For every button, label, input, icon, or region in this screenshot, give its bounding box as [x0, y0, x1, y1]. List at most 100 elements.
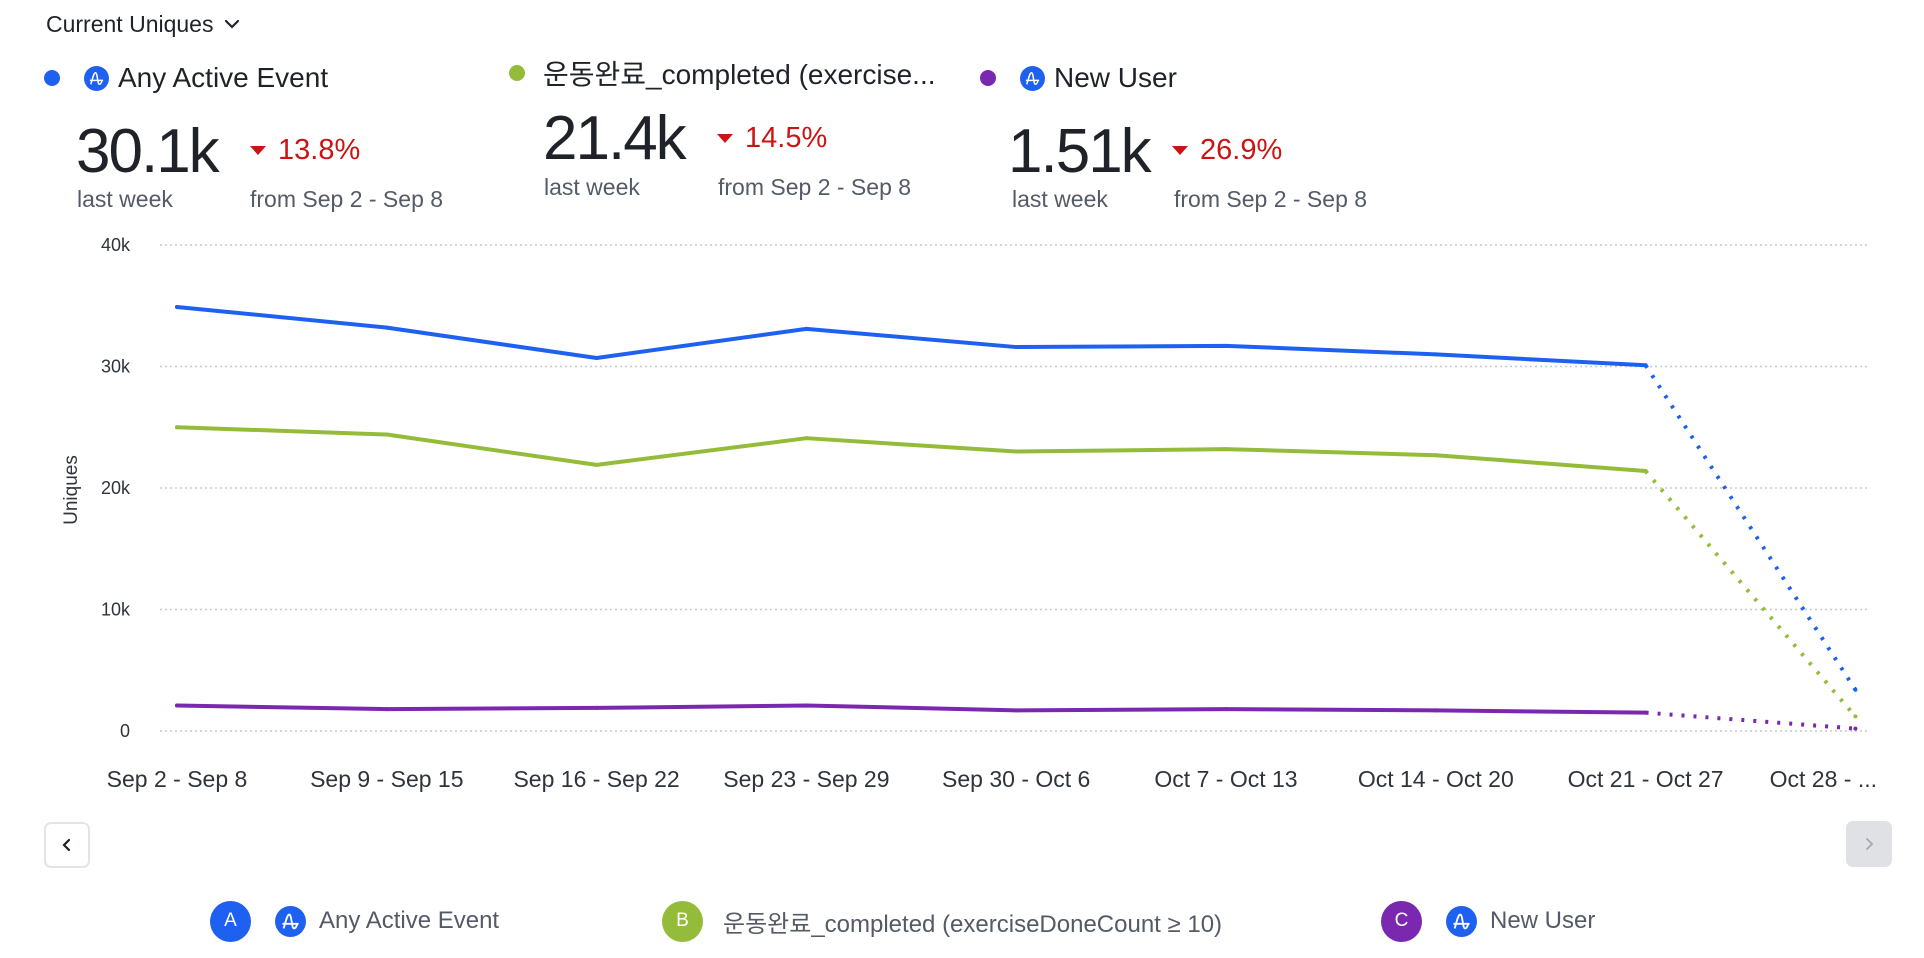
series-line-incomplete — [1644, 469, 1857, 718]
x-tick-label: Sep 30 - Oct 6 — [942, 766, 1090, 792]
y-tick-label: 20k — [101, 478, 131, 498]
previous-page-button[interactable] — [44, 822, 90, 868]
data-point — [1014, 708, 1019, 713]
series-value-label: last week — [77, 186, 173, 212]
series-lines — [175, 304, 1858, 731]
data-point — [594, 705, 599, 710]
caret-down-icon — [250, 146, 266, 155]
x-tick-label: Oct 21 - Oct 27 — [1568, 766, 1724, 792]
legend-badge: A — [210, 900, 251, 942]
data-point — [1853, 726, 1858, 731]
amplitude-icon — [1020, 65, 1045, 91]
y-tick-label: 0 — [120, 721, 130, 741]
data-point — [1014, 345, 1019, 350]
legend-badge: C — [1381, 900, 1422, 942]
data-point — [594, 462, 599, 467]
x-tick-label: Sep 23 - Sep 29 — [723, 766, 889, 792]
chevron-left-icon — [62, 838, 71, 852]
series-change-value: 13.8% — [278, 134, 361, 166]
series-header-exercise-completed[interactable]: 운동완료_completed (exercise... — [509, 57, 936, 90]
amplitude-icon — [275, 905, 306, 937]
next-page-button[interactable] — [1846, 821, 1892, 867]
legend-item-a[interactable]: A Any Active Event — [210, 900, 499, 942]
series-value-label: last week — [544, 174, 640, 200]
series-header-new-user[interactable]: New User — [980, 62, 1177, 94]
series-line-incomplete — [1643, 364, 1858, 691]
y-tick-label: 30k — [101, 357, 131, 377]
series-header-any-active-event[interactable]: Any Active Event — [44, 62, 328, 94]
legend-label: New User — [1490, 907, 1596, 934]
series-change-value: 14.5% — [745, 122, 828, 154]
x-tick-label: Oct 14 - Oct 20 — [1358, 766, 1514, 792]
series-value: 21.4k — [543, 104, 687, 173]
legend-label: 운동완료_completed (exerciseDoneCount ≥ 10) — [723, 910, 1223, 938]
series-comparison: from Sep 2 - Sep 8 — [250, 186, 444, 212]
data-point — [804, 326, 809, 331]
chevron-down-icon — [225, 19, 240, 29]
y-tick-label: 40k — [101, 235, 131, 255]
data-point — [384, 707, 389, 712]
data-point — [1224, 447, 1228, 452]
gridlines — [160, 244, 1870, 732]
x-tick-label: Sep 2 - Sep 8 — [107, 766, 248, 792]
data-point — [1643, 363, 1648, 368]
series-color-dot — [509, 65, 525, 81]
series-value-label: last week — [1012, 186, 1108, 212]
data-point — [1014, 449, 1019, 454]
data-point — [1224, 343, 1228, 348]
legend-badge: B — [662, 900, 703, 942]
data-point — [1643, 468, 1648, 473]
data-point — [384, 432, 389, 437]
series-name: New User — [1054, 62, 1177, 93]
y-axis-label: Uniques — [61, 455, 82, 525]
legend-item-c[interactable]: C New User — [1381, 900, 1595, 942]
caret-down-icon — [1172, 146, 1188, 155]
metric-dropdown[interactable]: Current Uniques — [46, 8, 241, 40]
series-name: Any Active Event — [118, 62, 329, 93]
series-line — [175, 703, 1648, 715]
data-point — [1853, 687, 1858, 692]
x-tick-label: Sep 9 - Sep 15 — [310, 766, 463, 792]
data-point — [1433, 352, 1438, 357]
series-color-dot — [980, 70, 996, 86]
series-comparison: from Sep 2 - Sep 8 — [1174, 186, 1368, 212]
x-tick-label: Oct 28 - ... — [1770, 766, 1877, 792]
data-point — [1643, 710, 1648, 715]
legend-item-b[interactable]: B 운동완료_completed (exerciseDoneCount ≥ 10… — [662, 900, 1222, 942]
series-color-dot — [44, 70, 60, 86]
data-point — [594, 355, 599, 360]
amplitude-icon — [1446, 905, 1477, 937]
legend-label: Any Active Event — [319, 907, 500, 934]
caret-down-icon — [717, 134, 733, 143]
data-point — [804, 703, 809, 708]
x-tick-label: Sep 16 - Sep 22 — [513, 766, 679, 792]
series-line — [175, 304, 1648, 368]
chevron-right-icon — [1866, 838, 1874, 850]
series-value: 1.51k — [1008, 117, 1152, 186]
series-change: 13.8% — [250, 136, 360, 165]
x-tick-label: Oct 7 - Oct 13 — [1154, 766, 1297, 792]
series-line — [175, 425, 1648, 473]
x-axis-ticks: Sep 2 - Sep 8 Sep 9 - Sep 15 Sep 16 - Sep … — [107, 766, 1877, 792]
series-change-value: 26.9% — [1200, 134, 1283, 166]
amplitude-icon — [84, 65, 109, 91]
series-change: 26.9% — [1172, 136, 1282, 165]
metric-dropdown-label: Current Uniques — [46, 10, 214, 37]
series-change: 14.5% — [717, 124, 827, 153]
data-point — [175, 304, 179, 309]
data-point — [1224, 707, 1228, 712]
series-value: 30.1k — [76, 117, 220, 186]
series-line-incomplete — [1645, 710, 1856, 731]
data-point — [175, 703, 179, 708]
data-point — [804, 436, 809, 441]
y-axis-ticks: 0 10k 20k 30k 40k — [101, 235, 131, 741]
series-comparison: from Sep 2 - Sep 8 — [718, 174, 912, 200]
data-point — [175, 425, 179, 430]
data-point — [384, 325, 389, 330]
data-point — [1433, 708, 1438, 713]
data-point — [1433, 453, 1438, 458]
y-tick-label: 10k — [101, 600, 131, 620]
series-name: 운동완료_completed (exercise... — [543, 59, 936, 90]
data-point — [1853, 714, 1858, 719]
